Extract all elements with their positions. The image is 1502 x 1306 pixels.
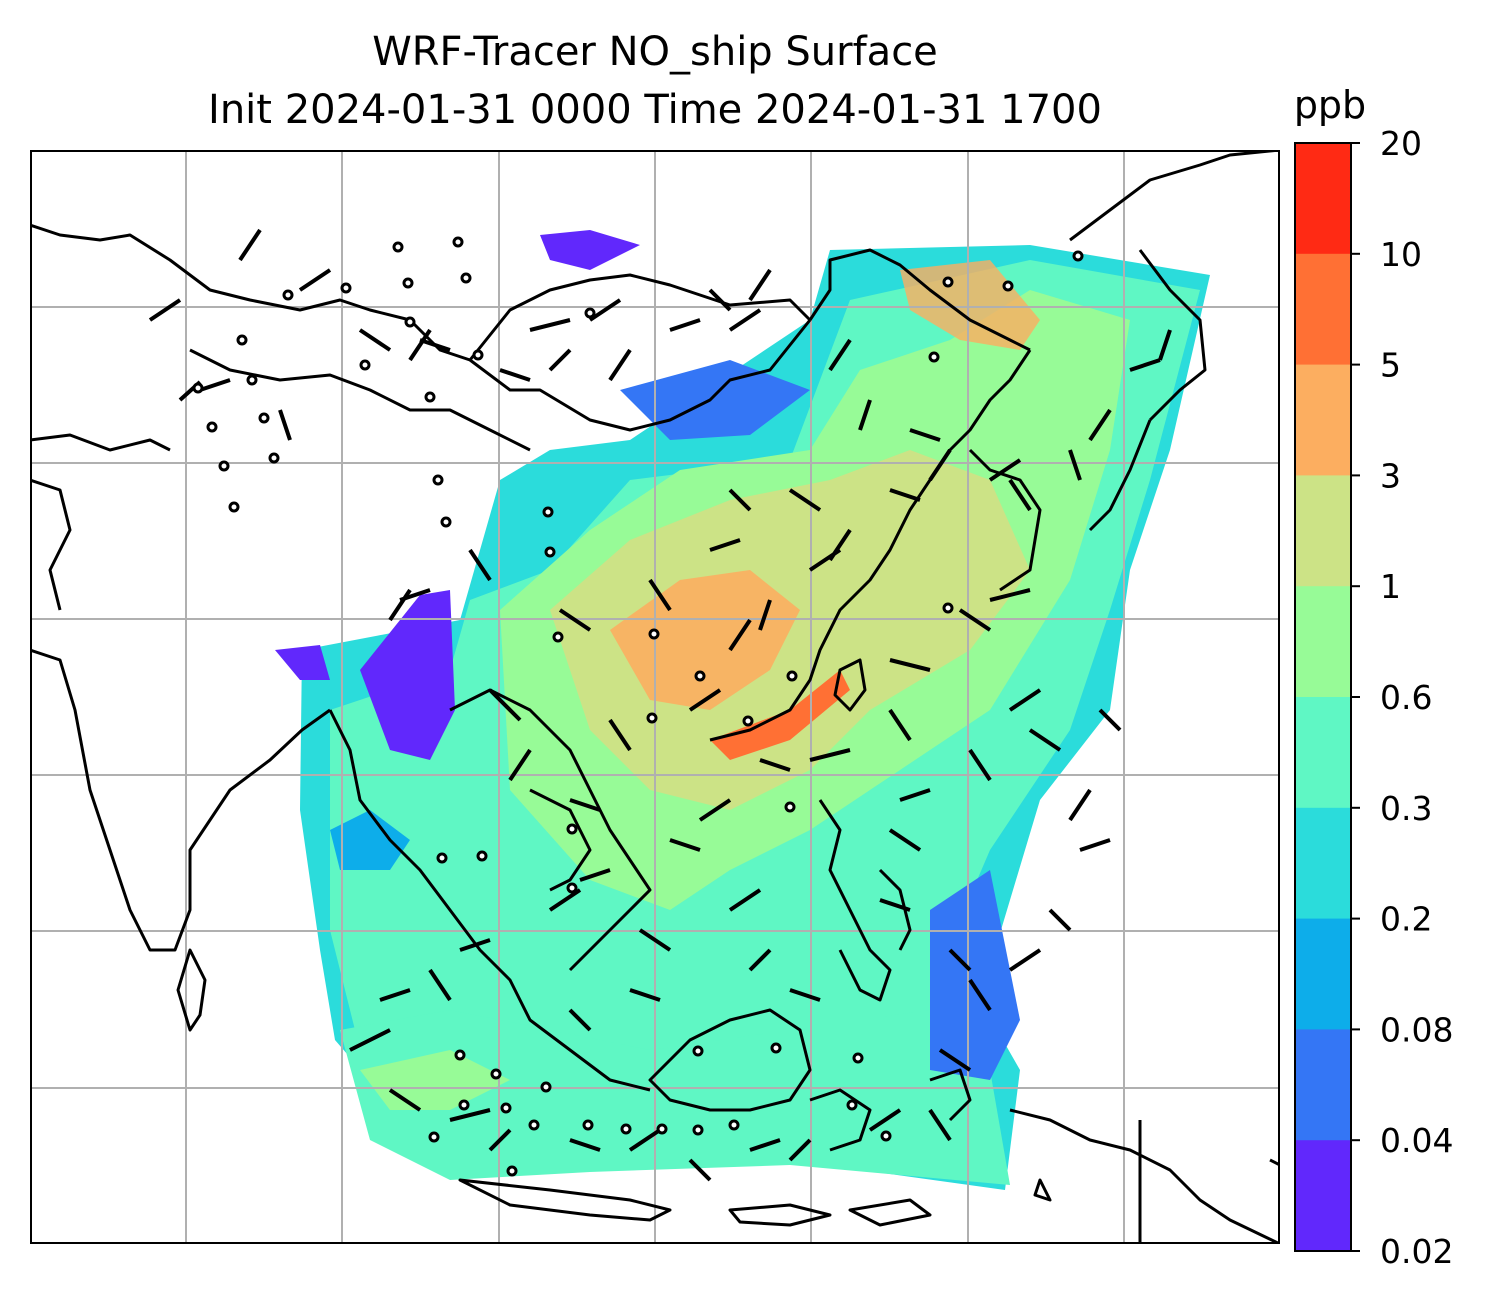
gridlines: [30, 150, 1280, 1244]
colorbar-tick-label: 3: [1380, 456, 1401, 495]
colorbar-tick-label: 0.2: [1380, 900, 1432, 939]
plot-title-line1: WRF-Tracer NO_ship Surface: [372, 29, 938, 75]
colorbar-swatches: [1295, 143, 1351, 1252]
coastlines: [30, 150, 1280, 1244]
colorbar-unit: ppb: [1294, 83, 1366, 127]
colorbar-tick-label: 20: [1380, 124, 1422, 163]
plot-title-line2: Init 2024-01-31 0000 Time 2024-01-31 170…: [208, 87, 1102, 133]
map-frame: [30, 150, 1280, 1244]
colorbar-tick-label: 0.6: [1380, 678, 1432, 717]
colorbar-swatch: [1295, 1140, 1351, 1252]
colorbar-swatch: [1295, 253, 1351, 366]
colorbar-tick-label: 1: [1380, 567, 1401, 606]
calm-wind-markers: [192, 236, 1084, 1177]
colorbar-swatch: [1295, 586, 1351, 698]
colorbar-swatch: [1295, 807, 1351, 920]
colorbar-tick-label: 5: [1380, 346, 1401, 385]
colorbar-swatch: [1295, 143, 1351, 255]
colorbar-swatch: [1295, 697, 1351, 809]
colorbar-swatch: [1295, 918, 1351, 1030]
colorbar-swatch: [1295, 475, 1351, 587]
map-panel: [30, 150, 1280, 1244]
wind-barbs: [148, 228, 1172, 1182]
colorbar-tick-label: 0.3: [1380, 789, 1432, 828]
concentration-field: [275, 230, 1210, 1190]
colorbar-tick-label: 0.08: [1380, 1010, 1453, 1049]
colorbar-ticks: 20 10 5 3 1 0.6 0.3 0.2 0.08 0.04 0.02: [1351, 124, 1453, 1271]
colorbar: ppb 20 10 5 3 1 0.6 0.3 0.2 0.08 0.04 0.02: [1294, 83, 1454, 1271]
colorbar-tick-label: 0.04: [1380, 1121, 1453, 1160]
colorbar-tick-label: 10: [1380, 235, 1422, 274]
colorbar-swatch: [1295, 1029, 1351, 1141]
colorbar-tick-label: 0.02: [1380, 1232, 1453, 1271]
colorbar-swatch: [1295, 364, 1351, 476]
